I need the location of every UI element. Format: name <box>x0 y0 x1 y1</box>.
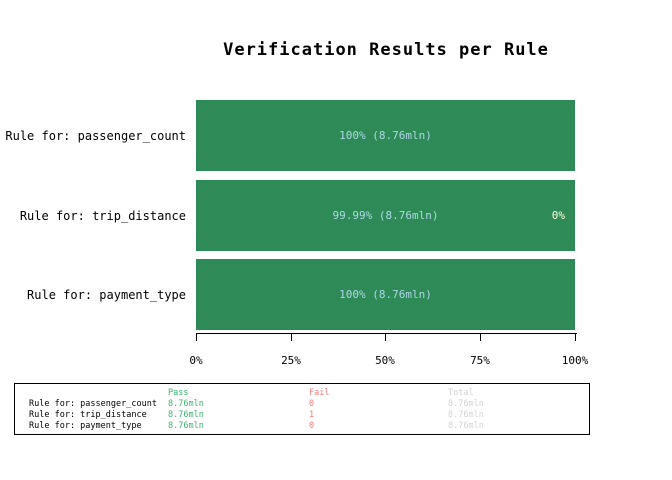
table-cell-fail: 0 <box>309 421 315 431</box>
table-cell-pass: 8.76mln <box>168 421 204 431</box>
x-axis-tick <box>480 334 481 341</box>
x-tick-label: 0% <box>189 354 203 367</box>
pass-bar-trip-distance: 99.99% (8.76mln) 0% <box>196 180 575 251</box>
category-label-trip-distance: Rule for: trip_distance <box>19 209 186 223</box>
x-tick-label: 75% <box>470 354 490 367</box>
pass-bar-payment-type: 100% (8.76mln) <box>196 259 575 330</box>
pass-bar-passenger-count: 100% (8.76mln) <box>196 100 575 171</box>
table-cell-total: 8.76mln <box>448 421 484 431</box>
bar-value-label: 99.99% (8.76mln) <box>332 209 439 222</box>
x-tick-label: 100% <box>561 354 589 367</box>
fail-value-label: 0% <box>551 209 565 222</box>
table-header-fail: Fail <box>309 388 330 398</box>
table-cell-total: 8.76mln <box>448 399 484 409</box>
x-tick-label: 25% <box>281 354 301 367</box>
x-axis-tick <box>575 334 576 341</box>
table-cell-label: Rule for: payment_type <box>29 421 142 431</box>
table-cell-pass: 8.76mln <box>168 410 204 420</box>
table-header-blank <box>29 388 168 399</box>
table-header-total: Total <box>448 388 474 398</box>
table-cell-label: Rule for: trip_distance <box>29 410 147 420</box>
x-axis-tick <box>196 334 197 341</box>
table-row: Rule for: payment_type 8.76mln 0 8.76mln <box>29 421 589 432</box>
bar-value-label: 100% (8.76mln) <box>339 288 432 301</box>
x-axis-tick <box>291 334 292 341</box>
table-header-pass: Pass <box>168 388 189 398</box>
table-cell-fail: 0 <box>309 399 315 409</box>
bar-value-label: 100% (8.76mln) <box>339 129 432 142</box>
x-tick-label: 50% <box>375 354 395 367</box>
table-cell-pass: 8.76mln <box>168 399 204 409</box>
summary-table: Pass Fail Total Rule for: passenger_coun… <box>14 383 590 435</box>
table-cell-fail: 1 <box>309 410 315 420</box>
table-row: Rule for: trip_distance 8.76mln 1 8.76ml… <box>29 410 589 421</box>
category-label-payment-type: Rule for: payment_type <box>27 288 186 302</box>
table-row: Rule for: passenger_count 8.76mln 0 8.76… <box>29 399 589 410</box>
table-header-row: Pass Fail Total <box>29 388 589 399</box>
category-label-passenger-count: Rule for: passenger_count <box>5 129 186 143</box>
x-axis-tick <box>385 334 386 341</box>
chart-title: Verification Results per Rule <box>223 40 549 60</box>
x-axis-line <box>196 333 577 334</box>
table-cell-label: Rule for: passenger_count <box>29 399 157 409</box>
table-cell-total: 8.76mln <box>448 410 484 420</box>
